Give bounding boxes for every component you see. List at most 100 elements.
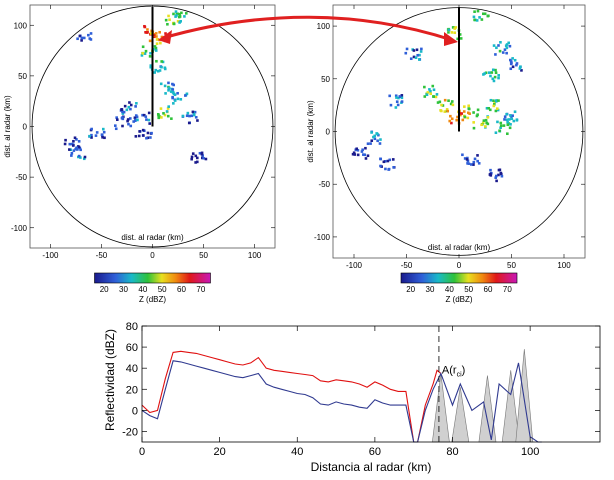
echo-cell — [154, 46, 158, 50]
echo-cell — [166, 22, 169, 26]
echo-cell — [480, 18, 484, 21]
echo-cell — [68, 148, 71, 151]
ppi-right-panel: -100 -50 0 50 100 -100 -50 0 50 100 dist. al rad… — [306, 4, 586, 304]
echo-cell — [149, 51, 152, 55]
echo-cell — [176, 19, 180, 23]
echo-cell — [140, 54, 144, 57]
echo-cell — [145, 136, 148, 140]
echo-cell — [194, 154, 198, 158]
echo-cell — [115, 118, 119, 121]
series-line-1 — [141, 350, 442, 443]
echo-cell — [74, 147, 77, 151]
echo-cell — [503, 48, 507, 51]
echo-cell — [70, 154, 73, 157]
echo-cell — [400, 96, 404, 100]
echo-cell — [468, 112, 471, 116]
echo-cluster — [446, 109, 465, 125]
echo-cell — [460, 112, 463, 115]
echo-cell — [434, 95, 438, 99]
echo-cell — [507, 41, 510, 45]
echo-cell — [155, 35, 158, 38]
echo-cell — [405, 47, 409, 51]
echo-cell — [484, 71, 488, 75]
echo-cell — [443, 98, 447, 102]
echo-cell — [141, 128, 145, 132]
echo-cell — [192, 113, 196, 117]
echo-cell — [128, 117, 132, 120]
echo-cell — [504, 44, 508, 48]
echo-cell — [426, 91, 430, 94]
echo-cell — [146, 28, 149, 31]
echo-cell — [178, 21, 181, 24]
echo-cell — [166, 107, 170, 110]
echo-cell — [515, 63, 518, 67]
echo-cell — [494, 176, 498, 179]
echo-cell — [400, 94, 404, 97]
echo-cell — [64, 138, 67, 142]
echo-cell — [76, 37, 79, 41]
echo-cell — [167, 105, 171, 108]
echo-cell — [364, 157, 368, 160]
echo-cell — [476, 113, 479, 116]
echo-cell — [509, 62, 513, 66]
echo-cell — [487, 106, 491, 110]
echo-cell — [492, 44, 496, 47]
echo-cell — [171, 88, 175, 91]
echo-cell — [506, 120, 509, 124]
echo-cell — [366, 154, 370, 158]
colorbar-tick-label: 60 — [484, 285, 493, 294]
echo-cell — [186, 111, 190, 115]
echo-cell — [508, 44, 512, 48]
echo-cell — [173, 99, 177, 102]
profile-x-ticks: 0 20 40 60 80 100 — [139, 326, 539, 458]
echo-cell — [195, 156, 199, 160]
echo-cell — [510, 117, 514, 121]
echo-cell — [163, 113, 167, 117]
echo-cell — [90, 136, 93, 139]
ppi-left-colorbar — [94, 272, 211, 284]
y-tick-label: -50 — [15, 173, 27, 182]
echo-cell — [486, 122, 490, 126]
echo-cell — [495, 99, 498, 102]
echo-cell — [472, 15, 476, 19]
echo-cell — [69, 148, 72, 152]
echo-cell — [201, 154, 204, 157]
echo-cell — [136, 118, 139, 122]
echo-cell — [423, 85, 426, 89]
echo-cell — [355, 147, 359, 151]
echo-cell — [432, 95, 435, 98]
echo-cell — [144, 115, 148, 118]
echo-cell — [505, 51, 508, 55]
echo-cluster — [366, 130, 382, 146]
profile-frame — [141, 325, 601, 443]
echo-cell — [137, 134, 141, 138]
echo-cell — [497, 173, 500, 177]
x-tick-label: 100 — [557, 261, 571, 270]
echo-cell — [134, 135, 138, 138]
echo-cell — [429, 92, 432, 95]
echo-cell — [180, 11, 183, 15]
echo-cell — [184, 94, 187, 97]
echo-cell — [513, 110, 517, 114]
echo-cell — [494, 109, 498, 113]
echo-cell — [369, 142, 372, 145]
echo-cell — [378, 142, 382, 145]
x-tick-label: 0 — [139, 446, 145, 458]
x-tick-label: 100 — [521, 446, 539, 458]
echo-cell — [473, 157, 477, 161]
echo-cell — [101, 136, 104, 139]
echo-cluster — [462, 104, 480, 120]
y-tick-label: 0 — [326, 128, 331, 137]
ppi-left-colorbar-ticks: 20 30 40 50 60 70 — [100, 285, 206, 294]
y-tick-label: -50 — [318, 180, 330, 189]
echo-cell — [190, 114, 194, 118]
x-tick-label: 50 — [507, 261, 516, 270]
echo-cell — [149, 65, 153, 69]
echo-cell — [82, 36, 86, 40]
echo-cell — [496, 108, 500, 112]
echo-cell — [506, 132, 509, 136]
echo-cell — [184, 12, 188, 15]
echo-cell — [82, 157, 86, 161]
echo-cluster — [140, 45, 158, 58]
echo-cluster — [190, 151, 208, 164]
